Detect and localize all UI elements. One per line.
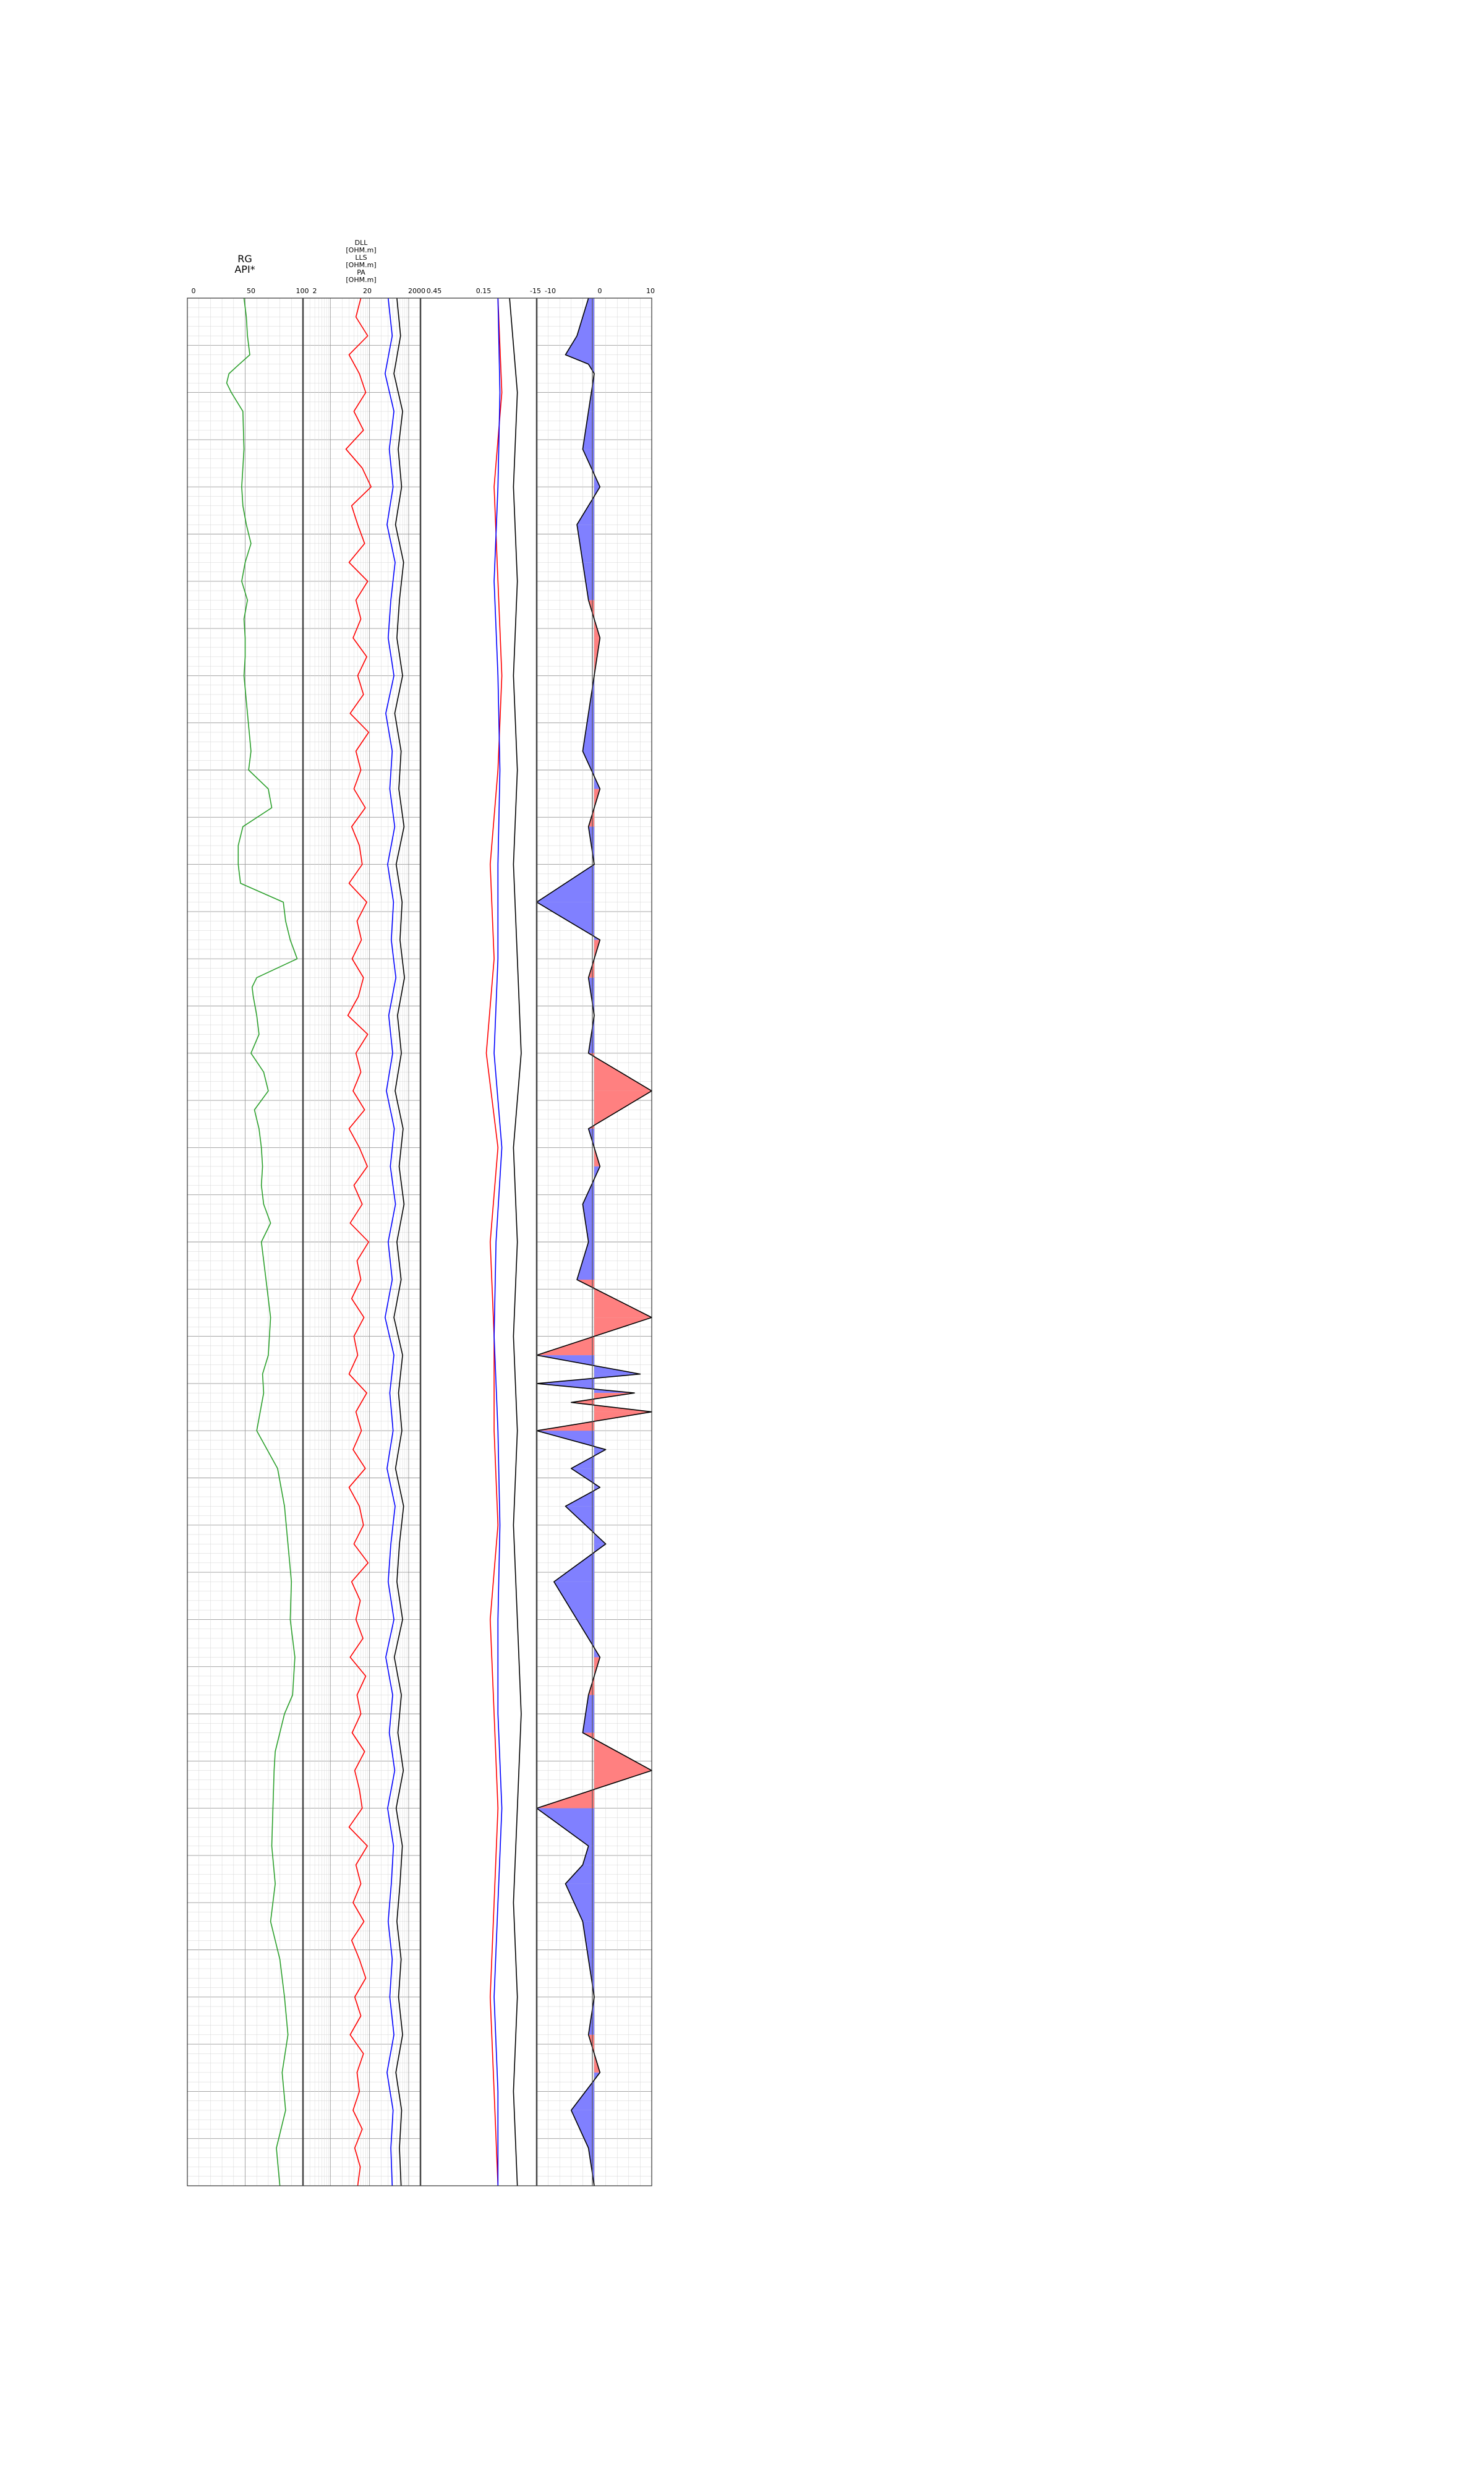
sp-fill (582, 751, 600, 789)
sp-fill (577, 524, 594, 563)
gr-track-tick-label: 50 (247, 287, 255, 295)
third-track-tick-label: -15 (530, 287, 541, 295)
sp-fill (537, 1808, 594, 1846)
sp-fill (582, 411, 594, 450)
sp-track-tick-label: -10 (545, 287, 556, 295)
sp-fill (571, 2110, 594, 2148)
sp-track-tick-label: 0 (598, 287, 602, 295)
sp-track-tick-label: 10 (646, 287, 655, 295)
third-track-tick-label: 0.15 (476, 287, 492, 295)
resistivity-track-tick-label: 2000 (408, 287, 425, 295)
sp-fill (565, 1883, 594, 1922)
sp-fill (582, 1695, 594, 1733)
gr-track-tick-label: 0 (192, 287, 196, 295)
sp-fill (577, 1242, 594, 1280)
resistivity-track-series-0 (345, 297, 372, 2186)
sp-fill (582, 1166, 600, 1204)
sp-fill (582, 449, 600, 487)
resistivity-track-header: DLL (355, 239, 369, 247)
resistivity-track-header: [OHM.m] (346, 276, 376, 284)
frame-layer (187, 297, 652, 2186)
sp-fill (582, 1846, 594, 1865)
third-track-tick-label: 0.45 (427, 287, 442, 295)
gr-track-header: API* (234, 263, 255, 275)
sp-fill (565, 1865, 594, 1884)
third-track-series-2 (509, 297, 522, 2186)
resistivity-track-series-1 (384, 297, 397, 2186)
sp-fill (582, 1921, 594, 1959)
resistivity-track-header: [OHM.m] (346, 246, 376, 254)
sp-fill (565, 354, 594, 364)
series-layer (226, 297, 652, 2186)
grid-layer (187, 297, 652, 2186)
plot-frame (187, 297, 652, 2186)
text-layer: 0 50 100 2 20 2000 0.45 0.15 -15 -10 0 10RGAPI*DLL[… (192, 239, 655, 295)
sp-fill (582, 562, 594, 601)
gr-track-series-0 (226, 297, 298, 2186)
third-track-series-0 (485, 297, 503, 2186)
resistivity-track-header: [OHM.m] (346, 261, 376, 269)
gr-track-header: RG (237, 253, 252, 265)
resistivity-track-series-2 (393, 297, 405, 2186)
resistivity-track-tick-label: 20 (363, 287, 372, 295)
gr-track-tick-label: 100 (296, 287, 309, 295)
third-track-series-1 (493, 297, 503, 2186)
sp-fill (577, 298, 594, 336)
sp-fill (553, 1582, 594, 1620)
resistivity-track-header: LLS (355, 254, 367, 262)
sp-fill (565, 336, 594, 355)
sp-fill (582, 1204, 594, 1242)
resistivity-track-tick-label: 2 (313, 287, 317, 295)
sp-fill (582, 713, 594, 751)
resistivity-track-header: PA (357, 268, 365, 276)
